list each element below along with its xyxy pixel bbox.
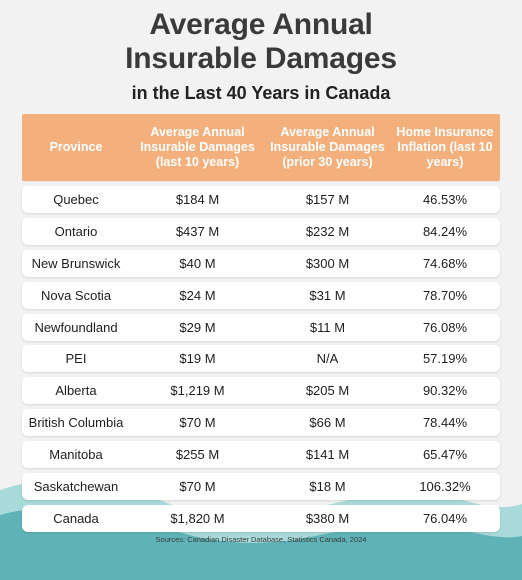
cell-inflation: 78.44% <box>422 415 468 431</box>
cell-inflation: 78.70% <box>422 287 468 303</box>
cell-inflation: 106.32% <box>419 479 471 495</box>
cell-last-10: $437 M <box>175 223 220 239</box>
cell-prior-30: $232 M <box>305 223 350 239</box>
header-inflation: Home Insurance Inflation (last 10 years) <box>396 125 494 169</box>
cell-last-10: $29 M <box>179 319 216 335</box>
cell-inflation: 76.08% <box>422 319 468 335</box>
cell-inflation: 46.53% <box>422 192 468 207</box>
title-line-1: Average Annual <box>149 8 373 41</box>
cell-province: Manitoba <box>49 447 103 463</box>
cell-inflation: 74.68% <box>422 255 468 271</box>
cell-inflation: 90.32% <box>422 383 468 399</box>
table-row: New Brunswick $40 M $300 M 74.68% <box>22 249 500 277</box>
cell-prior-30: $18 M <box>309 479 346 495</box>
cell-last-10: $1,219 M <box>170 383 225 399</box>
cell-province: British Columbia <box>28 415 124 431</box>
cell-prior-30: $157 M <box>305 192 350 207</box>
table-row: Saskatchewan $70 M $18 M 106.32% <box>22 473 500 501</box>
table-rows: Quebec $184 M $157 M 46.53% Ontario $437… <box>22 186 500 532</box>
damages-table: Province Average Annual Insurable Damage… <box>22 114 500 537</box>
table-header: Province Average Annual Insurable Damage… <box>22 114 500 181</box>
table-row: Newfoundland $29 M $11 M 76.08% <box>22 313 500 341</box>
title-line-2: Insurable Damages <box>125 42 397 75</box>
table-row: Quebec $184 M $157 M 46.53% <box>22 186 500 213</box>
cell-province: Nova Scotia <box>40 287 112 303</box>
cell-inflation: 65.47% <box>422 447 468 463</box>
table-row: Canada $1,820 M $380 M 76.04% <box>22 504 500 532</box>
cell-last-10: $70 M <box>179 479 216 495</box>
header-last-10-years: Average Annual Insurable Damages (last 1… <box>140 125 255 169</box>
table-row: PEI $19 M N/A 57.19% <box>22 345 500 373</box>
cell-province: PEI <box>65 351 87 367</box>
cell-last-10: $1,820 M <box>170 510 225 526</box>
cell-prior-30: $205 M <box>305 383 350 399</box>
table-row: Alberta $1,219 M $205 M 90.32% <box>22 377 500 405</box>
cell-province: Canada <box>53 510 99 526</box>
table-row: Ontario $437 M $232 M 84.24% <box>22 217 500 245</box>
cell-prior-30: $380 M <box>305 510 350 526</box>
table-row: British Columbia $70 M $66 M 78.44% <box>22 409 500 437</box>
header: Average Annual Insurable Damages in the … <box>0 8 522 104</box>
header-prior-30-years: Average Annual Insurable Damages (prior … <box>270 125 385 169</box>
cell-last-10: $70 M <box>179 415 216 431</box>
cell-province: Alberta <box>55 383 97 399</box>
subtitle: in the Last 40 Years in Canada <box>131 83 391 103</box>
cell-inflation: 57.19% <box>422 351 468 367</box>
cell-last-10: $19 M <box>179 351 216 367</box>
cell-last-10: $24 M <box>179 287 216 303</box>
header-province: Province <box>49 140 103 154</box>
cell-province: Newfoundland <box>34 319 118 335</box>
source-note: Sources: Canadian Disaster Database, Sta… <box>155 535 367 544</box>
cell-prior-30: $31 M <box>309 287 346 303</box>
cell-last-10: $40 M <box>179 255 216 271</box>
cell-prior-30: $11 M <box>309 319 346 335</box>
cell-prior-30: $141 M <box>305 447 350 463</box>
cell-prior-30: $300 M <box>305 255 350 271</box>
cell-inflation: 84.24% <box>422 223 468 239</box>
cell-last-10: $255 M <box>175 447 220 463</box>
cell-last-10: $184 M <box>175 192 220 207</box>
cell-province: Saskatchewan <box>33 479 119 495</box>
cell-prior-30: N/A <box>316 351 339 367</box>
table-row: Nova Scotia $24 M $31 M 78.70% <box>22 281 500 309</box>
cell-prior-30: $66 M <box>309 415 346 431</box>
cell-province: New Brunswick <box>31 255 121 271</box>
cell-province: Quebec <box>53 192 99 207</box>
cell-inflation: 76.04% <box>422 510 468 526</box>
table-row: Manitoba $255 M $141 M 65.47% <box>22 441 500 469</box>
cell-province: Ontario <box>54 223 98 239</box>
